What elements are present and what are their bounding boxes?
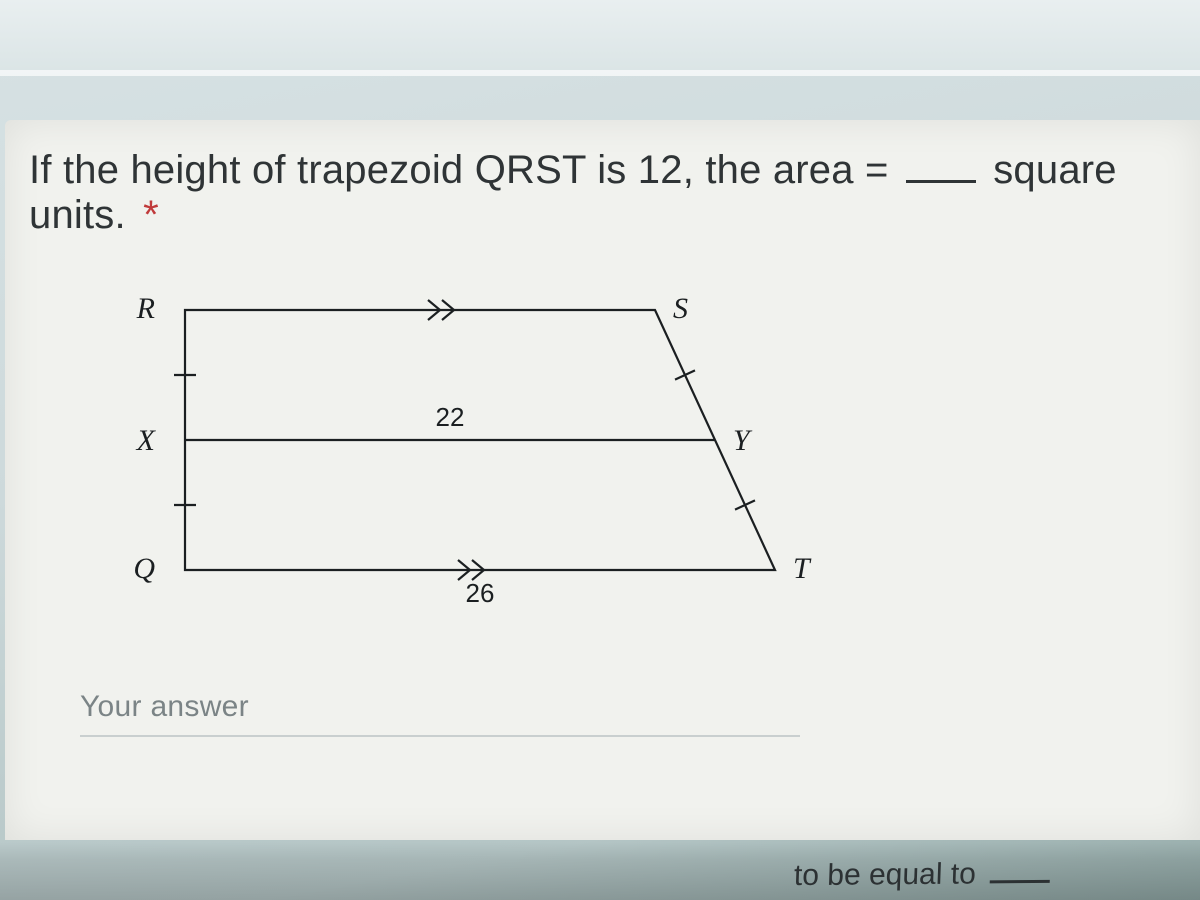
fill-in-blank (906, 180, 976, 183)
vertex-label-x: X (136, 424, 157, 457)
midsegment-length-label: 22 (436, 402, 465, 432)
vertex-label-y: Y (733, 424, 753, 457)
required-asterisk: * (143, 193, 159, 237)
viewport-bottom-vignette: to be equal to (0, 842, 1200, 900)
next-question-fragment: to be equal to (793, 857, 1050, 893)
next-question-text: to be equal to (793, 858, 976, 893)
vertex-label-r: R (136, 292, 155, 325)
question-prefix: If the height of trapezoid QRST is 12, t… (29, 148, 889, 192)
browser-chrome-bar (0, 0, 1200, 76)
trapezoid-svg: R S T Q X Y 22 26 (95, 270, 875, 630)
answer-placeholder-text: Your answer (80, 690, 249, 724)
vertex-label-s: S (673, 292, 688, 325)
trapezoid-figure: R S T Q X Y 22 26 (95, 270, 875, 630)
bottom-length-label: 26 (466, 578, 495, 608)
answer-input[interactable] (80, 735, 800, 737)
question-text: If the height of trapezoid QRST is 12, t… (29, 148, 1190, 238)
vertex-label-t: T (793, 552, 812, 585)
screenshot-root: If the height of trapezoid QRST is 12, t… (0, 0, 1200, 900)
question-card: If the height of trapezoid QRST is 12, t… (5, 120, 1200, 840)
vertex-label-q: Q (133, 552, 155, 585)
next-question-blank (990, 880, 1050, 884)
